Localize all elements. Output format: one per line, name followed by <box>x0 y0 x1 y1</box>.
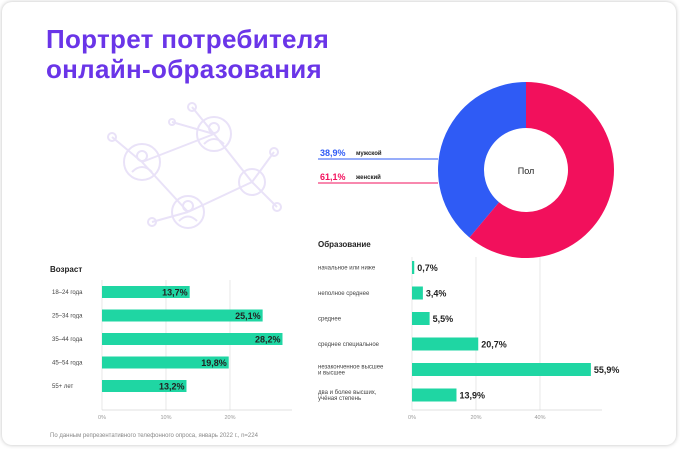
bar <box>412 286 423 300</box>
bar-value-label: 13,7% <box>162 287 188 297</box>
education-bar-chart: Образование 0% 20% 40% начальное или ниже 0,7… <box>318 240 619 421</box>
bar <box>102 333 283 345</box>
infographic-card: Портрет потребителя онлайн-образования <box>2 2 676 445</box>
category-label: среднее <box>318 317 342 323</box>
bar <box>102 309 263 322</box>
donut-slice-female <box>469 82 614 258</box>
chart-title: Возраст <box>50 265 82 274</box>
bar <box>412 261 415 274</box>
bar-value-label: 13,2% <box>159 381 185 391</box>
charts-canvas: Пол 38,9% мужской 61,1% женский Возраст 0% 10%… <box>50 82 619 421</box>
page-title: Портрет потребителя онлайн-образования <box>46 24 329 84</box>
category-label: и высшее <box>318 371 346 377</box>
chart-title: Образование <box>318 240 371 249</box>
category-label: учёная степень <box>318 396 361 402</box>
donut-slice-male <box>437 82 526 238</box>
bar <box>102 356 229 369</box>
bar-value-label: 5,5% <box>433 314 454 324</box>
category-label: 45–54 года <box>52 361 83 367</box>
x-tick-label: 0% <box>408 415 416 421</box>
bar-value-label: 20,7% <box>481 339 507 349</box>
category-label: незаконченное высшее <box>318 364 384 370</box>
bar-value-label: 28,2% <box>255 334 281 344</box>
title-line-2: онлайн-образования <box>46 54 323 84</box>
x-tick-label: 40% <box>534 415 545 421</box>
x-tick-label: 20% <box>224 415 235 421</box>
bar-value-label: 55,9% <box>594 365 620 375</box>
legend-value-female: 61,1% <box>320 172 346 182</box>
bar <box>412 312 430 325</box>
category-label: два и более высших, <box>318 390 377 396</box>
bar <box>412 337 479 351</box>
x-tick-label: 0% <box>98 415 106 421</box>
legend-label-male: мужской <box>356 150 382 157</box>
category-label: 35–44 года <box>52 337 83 343</box>
x-tick-label: 20% <box>470 415 481 421</box>
bar-value-label: 13,9% <box>459 390 485 400</box>
category-label: начальное или ниже <box>318 266 376 272</box>
legend-label-female: женский <box>355 174 381 181</box>
bar-value-label: 0,7% <box>417 263 438 273</box>
category-label: 55+ лет <box>52 384 73 390</box>
age-bar-chart: Возраст 0% 10% 20% 18–24 года 13,7% 25–34 года… <box>50 265 292 421</box>
category-label: 25–34 года <box>52 314 83 320</box>
bar-value-label: 25,1% <box>235 311 261 321</box>
footnote: По данным репрезентативного телефонного … <box>50 433 258 439</box>
people-network-icon <box>107 102 282 229</box>
donut-center-label: Пол <box>518 166 535 176</box>
gender-donut-chart: Пол 38,9% мужской 61,1% женский <box>318 82 614 258</box>
bar <box>412 388 457 402</box>
legend-value-male: 38,9% <box>320 148 346 158</box>
bar-value-label: 3,4% <box>426 288 447 298</box>
bar-value-label: 19,8% <box>201 358 227 368</box>
bar <box>412 363 591 376</box>
bar <box>102 286 190 298</box>
category-label: неполное среднее <box>318 291 370 297</box>
x-tick-label: 10% <box>160 415 171 421</box>
category-label: 18–24 года <box>52 290 83 296</box>
category-label: среднее специальное <box>318 342 380 348</box>
bar <box>102 380 187 392</box>
title-line-1: Портрет потребителя <box>46 24 330 54</box>
